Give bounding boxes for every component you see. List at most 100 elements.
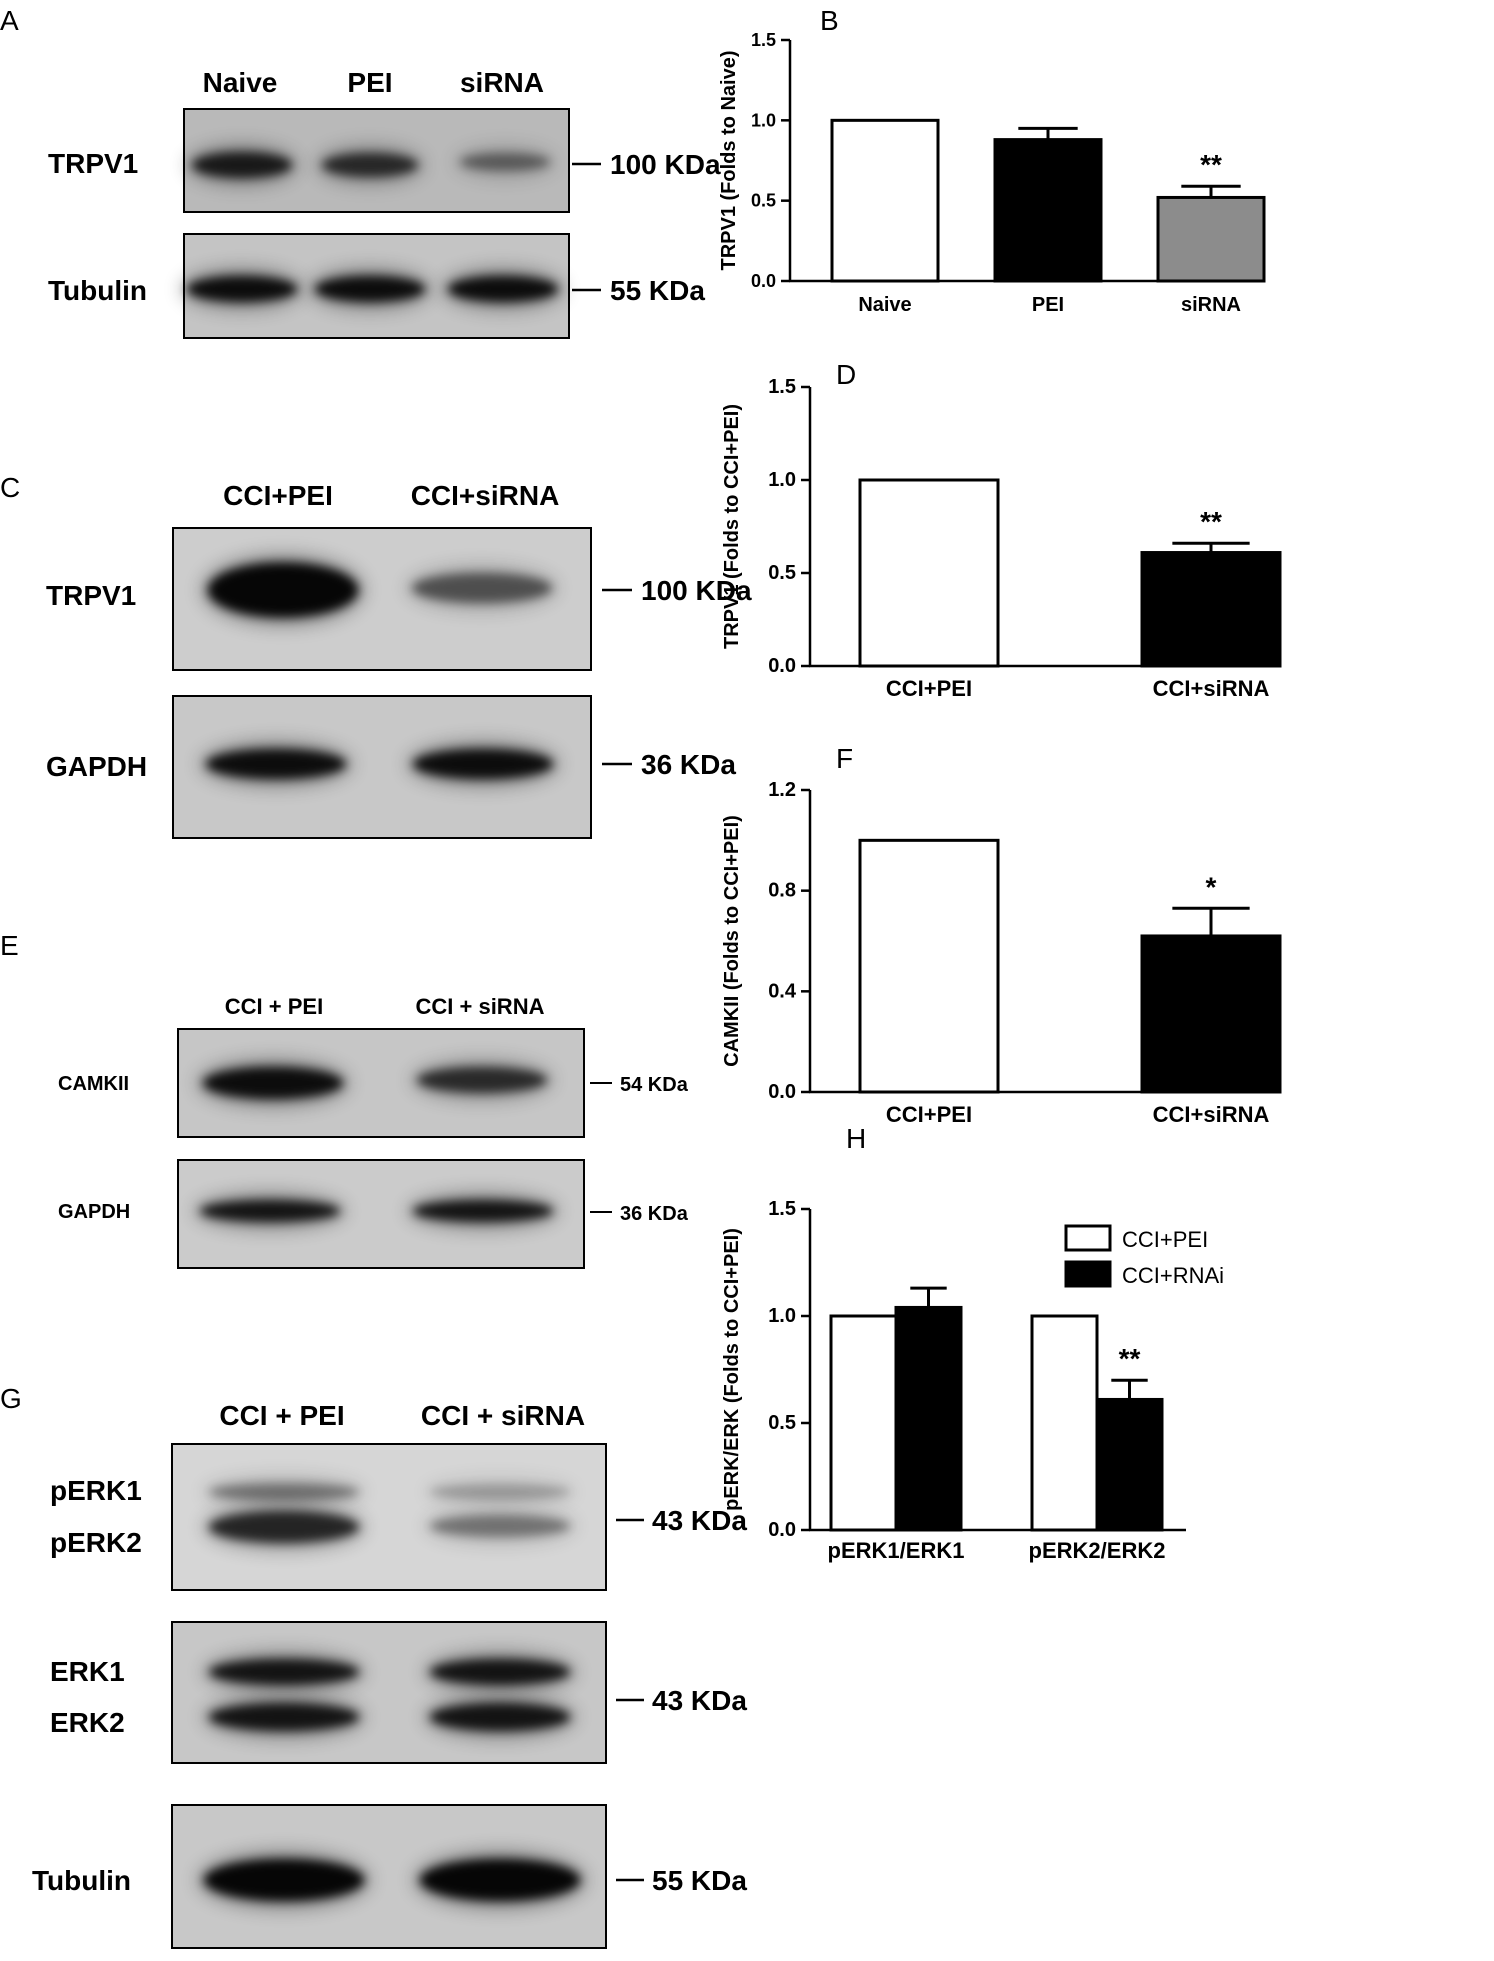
- chart-d: D 0.0 0.5 1.0 1.5 TRPV1 (Folds to CCI+PEI) CCI…: [721, 359, 1282, 701]
- significance-marker: **: [1119, 1343, 1141, 1374]
- y-tick-label: 0.0: [751, 271, 776, 291]
- bar: [830, 118, 940, 283]
- chart-h: H 0.0 0.5 1.0 1.5 pERK/ERK (Folds to CCI+PEI)…: [721, 1123, 1224, 1563]
- panel-letter-b: B: [820, 5, 839, 36]
- bar: [1140, 551, 1282, 668]
- significance-marker: *: [1206, 871, 1217, 902]
- kda-label-100-c: 100 KDa: [641, 575, 752, 606]
- y-tick-label: 0.5: [751, 191, 776, 211]
- lane-label-sirna: siRNA: [460, 67, 544, 98]
- x-category-label: CCI+siRNA: [1153, 1102, 1270, 1127]
- bar: [993, 138, 1103, 283]
- blot-label-perk2-g: pERK2: [50, 1527, 142, 1558]
- panel-e: E CCI + PEI CCI + siRNA CAMKII 54 KDa GA…: [0, 930, 689, 1269]
- blot-band: [316, 145, 424, 185]
- panel-letter-c: C: [0, 472, 20, 503]
- y-tick-label: 0.0: [768, 655, 796, 677]
- blot-tubulin-g: [171, 1804, 607, 1949]
- blot-gapdh-e: [177, 1159, 585, 1269]
- y-tick-label: 1.0: [768, 469, 796, 491]
- blot-band: [198, 1851, 370, 1909]
- blot-band: [411, 1059, 553, 1101]
- panel-letter-g: G: [0, 1383, 22, 1414]
- y-tick-label: 0.4: [768, 980, 797, 1002]
- blot-band: [309, 268, 431, 310]
- x-category-label: CCI+PEI: [886, 1102, 972, 1127]
- bar: [858, 838, 1000, 1094]
- blot-band: [424, 1507, 576, 1545]
- y-tick-label: 0.0: [768, 1081, 796, 1103]
- x-category-label: CCI+PEI: [886, 676, 972, 701]
- blot-tubulin-a: [181, 233, 570, 339]
- blot-band: [424, 1651, 576, 1693]
- kda-label-36-e: 36 KDa: [620, 1203, 689, 1225]
- x-category-label: siRNA: [1181, 294, 1241, 316]
- blot-band: [424, 1476, 576, 1508]
- blot-band: [203, 1475, 365, 1509]
- x-category-label: CCI+siRNA: [1153, 676, 1270, 701]
- y-tick-label: 1.5: [768, 1198, 796, 1220]
- blot-camkii-e: [177, 1028, 585, 1138]
- blot-label-tubulin-a: Tubulin: [48, 275, 147, 306]
- blot-band: [194, 1192, 346, 1230]
- kda-label-54-e: 54 KDa: [620, 1074, 689, 1096]
- panel-letter-d: D: [836, 359, 856, 390]
- blot-band: [197, 1059, 349, 1107]
- y-tick-label: 1.5: [751, 30, 776, 50]
- y-axis-label: TRPV1 (Folds to Naive): [718, 50, 740, 270]
- bar: [1156, 195, 1266, 283]
- panel-letter-a: A: [0, 5, 19, 36]
- kda-label-36-c: 36 KDa: [641, 749, 736, 780]
- y-tick-label: 0.5: [768, 562, 796, 584]
- y-tick-label: 1.5: [768, 376, 796, 398]
- blot-label-erk2-g: ERK2: [50, 1707, 125, 1738]
- lane-label-cci-sirna-e: CCI + siRNA: [416, 994, 545, 1019]
- lane-label-cci-pei-e: CCI + PEI: [225, 994, 323, 1019]
- y-tick-label: 1.2: [768, 779, 796, 801]
- bar: [1030, 1314, 1099, 1532]
- legend: CCI+PEI CCI+RNAi: [1064, 1224, 1224, 1288]
- panel-letter-e: E: [0, 930, 19, 961]
- blot-band: [414, 1851, 586, 1909]
- blot-gapdh-c: [172, 695, 592, 839]
- x-category-label: Naive: [858, 294, 911, 316]
- blot-band: [203, 1695, 365, 1739]
- y-tick-label: 0.5: [768, 1412, 796, 1434]
- blot-band: [181, 268, 303, 310]
- panel-letter-h: H: [846, 1123, 866, 1154]
- legend-swatch: [1064, 1260, 1112, 1288]
- panel-g: G CCI + PEI CCI + siRNA pERK1 pERK2 43 K…: [0, 1383, 747, 1949]
- blot-perk-g: [171, 1443, 607, 1591]
- bar: [1095, 1397, 1164, 1532]
- blot-label-gapdh-c: GAPDH: [46, 751, 147, 782]
- kda-label-55-a: 55 KDa: [610, 275, 705, 306]
- bar: [858, 478, 1000, 668]
- blot-erk-g: [171, 1621, 607, 1764]
- blot-band: [203, 1503, 365, 1551]
- kda-label-43-perk: 43 KDa: [652, 1505, 747, 1536]
- kda-label-55-g: 55 KDa: [652, 1865, 747, 1896]
- panel-letter-f: F: [836, 743, 853, 774]
- kda-label-100-a: 100 KDa: [610, 149, 721, 180]
- blot-label-gapdh-e: GAPDH: [58, 1201, 130, 1223]
- charts: B 0.0 0.5 1.0 1.5 TRPV1 (Folds to Naive) Naive…: [718, 5, 1282, 1563]
- blot-band: [406, 565, 558, 611]
- blot-label-camkii-e: CAMKII: [58, 1073, 129, 1095]
- significance-marker: **: [1200, 149, 1222, 180]
- blot-band: [202, 554, 364, 626]
- blot-band: [424, 1695, 576, 1739]
- blot-label-erk1-g: ERK1: [50, 1656, 125, 1687]
- y-axis-label: CAMKII (Folds to CCI+PEI): [721, 815, 743, 1067]
- bar: [829, 1314, 898, 1532]
- y-tick-label: 0.0: [768, 1519, 796, 1541]
- chart-b: B 0.0 0.5 1.0 1.5 TRPV1 (Folds to Naive) Naive…: [718, 5, 1266, 316]
- significance-marker: **: [1200, 506, 1222, 537]
- panel-c: C CCI+PEI CCI+siRNA TRPV1 100 KDa GAPDH …: [0, 472, 752, 839]
- blot-label-tubulin-g: Tubulin: [32, 1865, 131, 1896]
- y-axis-label: TRPV1 (Folds to CCI+PEI): [721, 404, 743, 649]
- x-category-label: pERK1/ERK1: [828, 1538, 965, 1563]
- lane-label-cci-sirna-c: CCI+siRNA: [411, 480, 560, 511]
- blot-band: [442, 268, 564, 310]
- y-tick-label: 0.8: [768, 880, 796, 902]
- kda-label-43-erk: 43 KDa: [652, 1685, 747, 1716]
